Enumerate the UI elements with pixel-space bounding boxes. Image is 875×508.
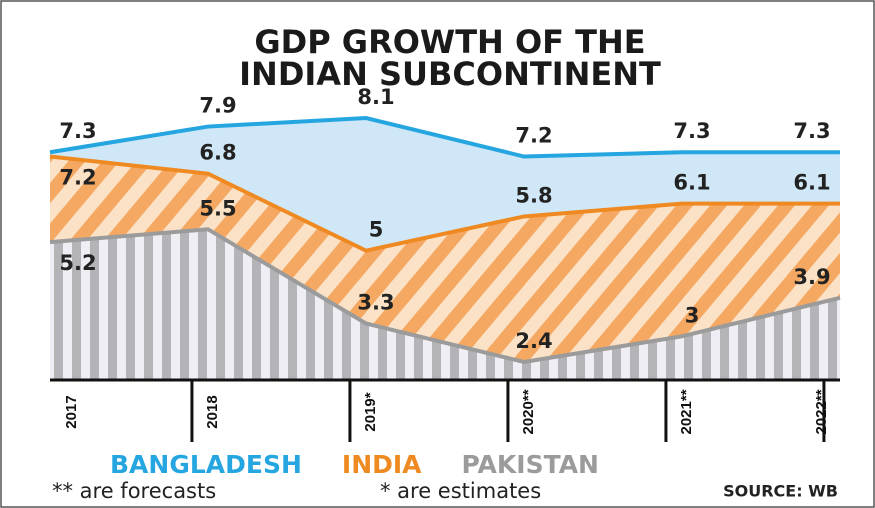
series-line: [49, 227, 841, 365]
data-label: 6.8: [199, 141, 236, 165]
data-label: 7.9: [199, 94, 236, 118]
chart-title: INDIAN SUBCONTINENT: [239, 55, 661, 93]
x-tick-label: 2018: [204, 395, 221, 428]
data-label: 8.1: [357, 85, 394, 109]
x-tick-label: 2020**: [520, 389, 537, 434]
data-label: 7.2: [59, 166, 96, 190]
data-label: 6.1: [673, 171, 710, 195]
data-label: 5.5: [199, 196, 236, 220]
band-fill: [50, 229, 840, 380]
data-label: 6.1: [793, 171, 830, 195]
series-line: [49, 154, 840, 253]
note: ** are forecasts: [52, 479, 216, 503]
data-label: 7.3: [59, 119, 96, 143]
data-label: 5: [369, 218, 384, 242]
data-label: 5.8: [515, 183, 552, 207]
x-tick-label: 2022**: [813, 389, 830, 434]
note: * are estimates: [380, 479, 541, 503]
data-label: 7.3: [673, 119, 710, 143]
data-label: 2.4: [515, 329, 552, 353]
legend: BANGLADESH INDIA PAKISTAN: [110, 450, 599, 479]
x-tick-label: 2019*: [362, 392, 379, 431]
legend-entry: PAKISTAN: [462, 450, 599, 479]
chart-title: GDP GROWTH OF THE: [254, 23, 645, 61]
data-label: 5.2: [59, 251, 96, 275]
x-tick-label: 2021**: [678, 389, 695, 434]
data-label: 3.3: [357, 290, 394, 314]
plot-area: 2017 2018 2019* 2020** 2021** 2022** 7.3 7.9 8.1…: [49, 85, 841, 442]
legend-entry: INDIA: [342, 450, 422, 479]
data-label: 3: [685, 303, 700, 327]
source: SOURCE: WB: [723, 482, 838, 501]
data-label: 7.2: [515, 124, 552, 148]
band-fill: [50, 118, 840, 251]
data-label: 3.9: [793, 265, 830, 289]
data-label: 7.3: [793, 119, 830, 143]
legend-entry: BANGLADESH: [110, 450, 302, 479]
x-tick-label: 2017: [63, 395, 80, 428]
series-line: [49, 115, 840, 159]
